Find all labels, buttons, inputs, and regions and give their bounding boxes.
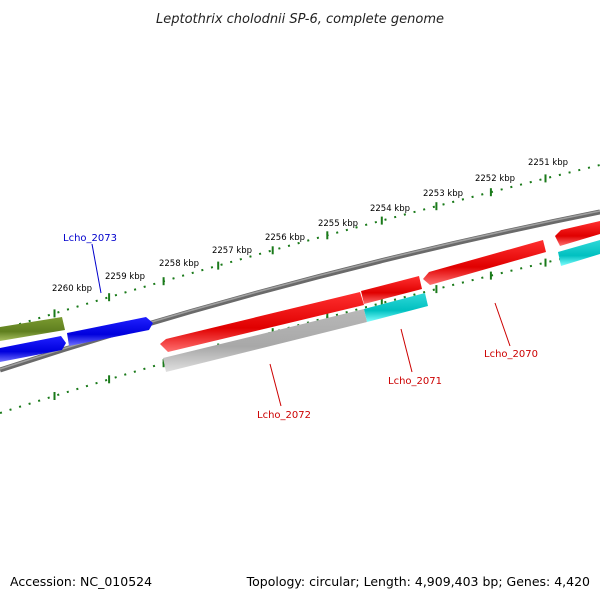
feature-rna-right[interactable] [558,240,600,266]
tick-label-2255: 2255 kbp [318,219,358,229]
tick-label-2259: 2259 kbp [105,272,145,282]
label-lcho-2072: Lcho_2072 [257,410,311,421]
leader-lcho-2072 [269,363,282,407]
genome-summary-text: Topology: circular; Length: 4,909,403 bp… [246,574,590,589]
outer-tick-ring [0,164,600,331]
gene-lcho-2072[interactable] [160,292,364,352]
label-lcho-2071: Lcho_2071 [388,376,442,387]
genome-backbone [0,209,600,373]
feature-pseudo-2072[interactable] [163,309,367,372]
tick-label-2257: 2257 kbp [212,246,252,256]
gene-lcho-2073[interactable] [67,317,153,346]
gene-lcho-2071[interactable] [361,276,422,304]
label-lcho-2073: Lcho_2073 [63,233,117,244]
tick-label-2252: 2252 kbp [475,174,515,184]
gene-right-edge-red[interactable] [555,221,600,246]
gene-lcho-2070[interactable] [423,240,546,285]
gene-blue-left[interactable] [0,336,66,362]
tick-label-2260: 2260 kbp [52,284,92,294]
label-lcho-2070: Lcho_2070 [484,349,538,360]
tick-label-2258: 2258 kbp [159,259,199,269]
gene-olive-left[interactable] [0,317,65,341]
leader-lcho-2073 [91,243,102,294]
tick-labels: 2251 kbp 2252 kbp 2253 kbp 2254 kbp 2255… [52,158,568,294]
tick-label-2256: 2256 kbp [265,233,305,243]
major-ticks [53,174,547,400]
accession-text: Accession: NC_010524 [10,574,152,589]
leader-lcho-2071 [400,328,413,373]
tick-label-2251: 2251 kbp [528,158,568,168]
tick-label-2253: 2253 kbp [423,189,463,199]
tick-label-2254: 2254 kbp [370,204,410,214]
feature-rna-2071[interactable] [364,293,428,322]
leader-lcho-2070 [494,302,511,347]
map-title: Leptothrix cholodnii SP-6, complete geno… [156,12,444,27]
